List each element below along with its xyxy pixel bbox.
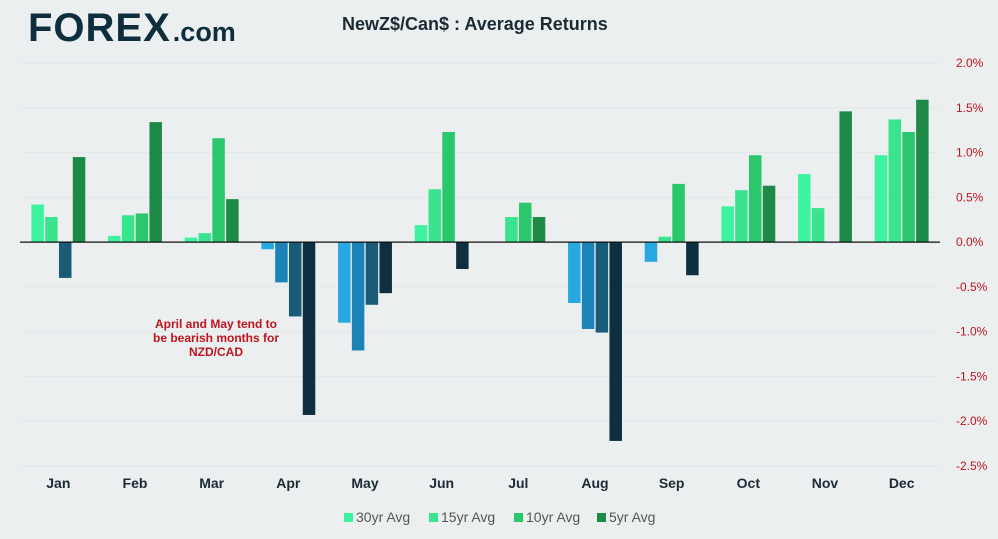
y-tick-label: 1.0% xyxy=(956,146,984,160)
chart-title: NewZ$/Can$ : Average Returns xyxy=(342,14,608,34)
legend-swatch xyxy=(514,513,523,522)
y-tick-label: 1.5% xyxy=(956,101,984,115)
bar-apr-15yr-avg xyxy=(275,242,288,283)
x-tick-label: Jul xyxy=(508,475,528,491)
bar-sep-5yr-avg xyxy=(686,242,699,276)
bar-mar-30yr-avg xyxy=(184,237,198,243)
bars xyxy=(31,99,929,441)
legend-swatch xyxy=(344,513,353,522)
bar-oct-15yr-avg xyxy=(735,190,748,243)
bar-aug-30yr-avg xyxy=(568,242,581,304)
x-tick-label: Mar xyxy=(199,475,224,491)
legend: 30yr Avg 15yr Avg 10yr Avg 5yr Avg xyxy=(344,509,655,525)
x-tick-label: Apr xyxy=(276,475,301,491)
y-tick-label: -1.5% xyxy=(956,369,988,383)
bar-dec-15yr-avg xyxy=(888,119,902,243)
bar-jan-10yr-avg xyxy=(58,242,72,278)
bar-dec-5yr-avg xyxy=(916,99,929,243)
bar-sep-30yr-avg xyxy=(644,242,658,262)
legend-item-30yr-avg[interactable]: 30yr Avg xyxy=(344,509,410,525)
bar-feb-5yr-avg xyxy=(149,122,162,243)
y-tick-label: 0.5% xyxy=(956,190,984,204)
bar-feb-10yr-avg xyxy=(135,213,149,243)
annotation-line: April and May tend to xyxy=(155,317,277,331)
bar-mar-10yr-avg xyxy=(212,138,225,243)
x-tick-label: Jan xyxy=(46,475,70,491)
bar-dec-10yr-avg xyxy=(902,131,915,243)
y-tick-label: 2.0% xyxy=(956,56,984,70)
bar-aug-10yr-avg xyxy=(595,242,609,333)
bar-jul-15yr-avg xyxy=(505,217,518,243)
bar-may-30yr-avg xyxy=(338,242,351,323)
x-tick-label: Feb xyxy=(123,475,148,491)
bar-jun-15yr-avg xyxy=(428,189,442,243)
legend-item-5yr-avg[interactable]: 5yr Avg xyxy=(597,509,655,525)
bar-oct-10yr-avg xyxy=(748,155,762,243)
y-tick-label: -2.5% xyxy=(956,459,988,473)
bar-apr-30yr-avg xyxy=(261,242,274,250)
logo-tld: .com xyxy=(172,17,236,47)
bar-may-10yr-avg xyxy=(365,242,379,305)
annotation-line: NZD/CAD xyxy=(189,345,243,359)
x-tick-label: May xyxy=(351,475,378,491)
bar-jul-5yr-avg xyxy=(532,217,546,243)
y-axis-ticks: 2.0% 1.5% 1.0% 0.5% 0.0% -0.5% -1.0% -1.5% -2.0%… xyxy=(956,56,988,473)
bar-feb-30yr-avg xyxy=(108,235,121,243)
y-tick-label: 0.0% xyxy=(956,235,984,249)
legend-label: 5yr Avg xyxy=(609,509,655,525)
x-tick-label: Nov xyxy=(812,475,839,491)
bar-jun-5yr-avg xyxy=(456,242,469,269)
logo-brand: FOREX xyxy=(28,6,171,50)
bar-oct-5yr-avg xyxy=(762,185,776,243)
forex-logo: FOREX.com xyxy=(28,6,236,51)
y-tick-label: -2.0% xyxy=(956,414,988,428)
bar-oct-30yr-avg xyxy=(721,206,734,243)
legend-label: 10yr Avg xyxy=(526,509,580,525)
bar-mar-15yr-avg xyxy=(198,233,212,243)
annotation-line: be bearish months for xyxy=(153,331,279,345)
bar-jul-10yr-avg xyxy=(518,202,532,243)
x-tick-label: Aug xyxy=(581,475,608,491)
x-axis-labels: Jan Feb Mar Apr May Jun Jul Aug Sep Oct Nov Dec xyxy=(46,475,914,491)
bar-jun-10yr-avg xyxy=(442,131,455,243)
legend-swatch xyxy=(597,513,606,522)
bar-jan-15yr-avg xyxy=(45,217,58,243)
x-tick-label: Oct xyxy=(737,475,761,491)
bar-jan-30yr-avg xyxy=(31,204,44,243)
y-tick-label: -1.0% xyxy=(956,325,988,339)
bar-sep-15yr-avg xyxy=(658,236,672,243)
x-tick-label: Dec xyxy=(889,475,915,491)
legend-label: 15yr Avg xyxy=(441,509,495,525)
bar-feb-15yr-avg xyxy=(121,215,135,243)
bar-aug-15yr-avg xyxy=(581,242,595,329)
bar-may-5yr-avg xyxy=(379,242,392,294)
bar-apr-10yr-avg xyxy=(288,242,302,317)
bar-nov-30yr-avg xyxy=(798,174,811,243)
legend-item-15yr-avg[interactable]: 15yr Avg xyxy=(429,509,495,525)
bar-dec-30yr-avg xyxy=(874,155,888,243)
bar-sep-10yr-avg xyxy=(672,183,685,243)
bar-jun-30yr-avg xyxy=(414,225,428,243)
y-tick-label: -0.5% xyxy=(956,280,988,294)
bar-mar-5yr-avg xyxy=(226,199,239,243)
legend-swatch xyxy=(429,513,438,522)
bar-nov-5yr-avg xyxy=(839,111,852,243)
bar-nov-15yr-avg xyxy=(811,208,825,243)
x-tick-label: Sep xyxy=(659,475,685,491)
bar-may-15yr-avg xyxy=(351,242,365,351)
x-tick-label: Jun xyxy=(429,475,454,491)
bar-apr-5yr-avg xyxy=(302,242,316,415)
bar-aug-5yr-avg xyxy=(609,242,622,441)
legend-label: 30yr Avg xyxy=(356,509,410,525)
bar-jan-5yr-avg xyxy=(72,157,86,243)
legend-item-10yr-avg[interactable]: 10yr Avg xyxy=(514,509,580,525)
